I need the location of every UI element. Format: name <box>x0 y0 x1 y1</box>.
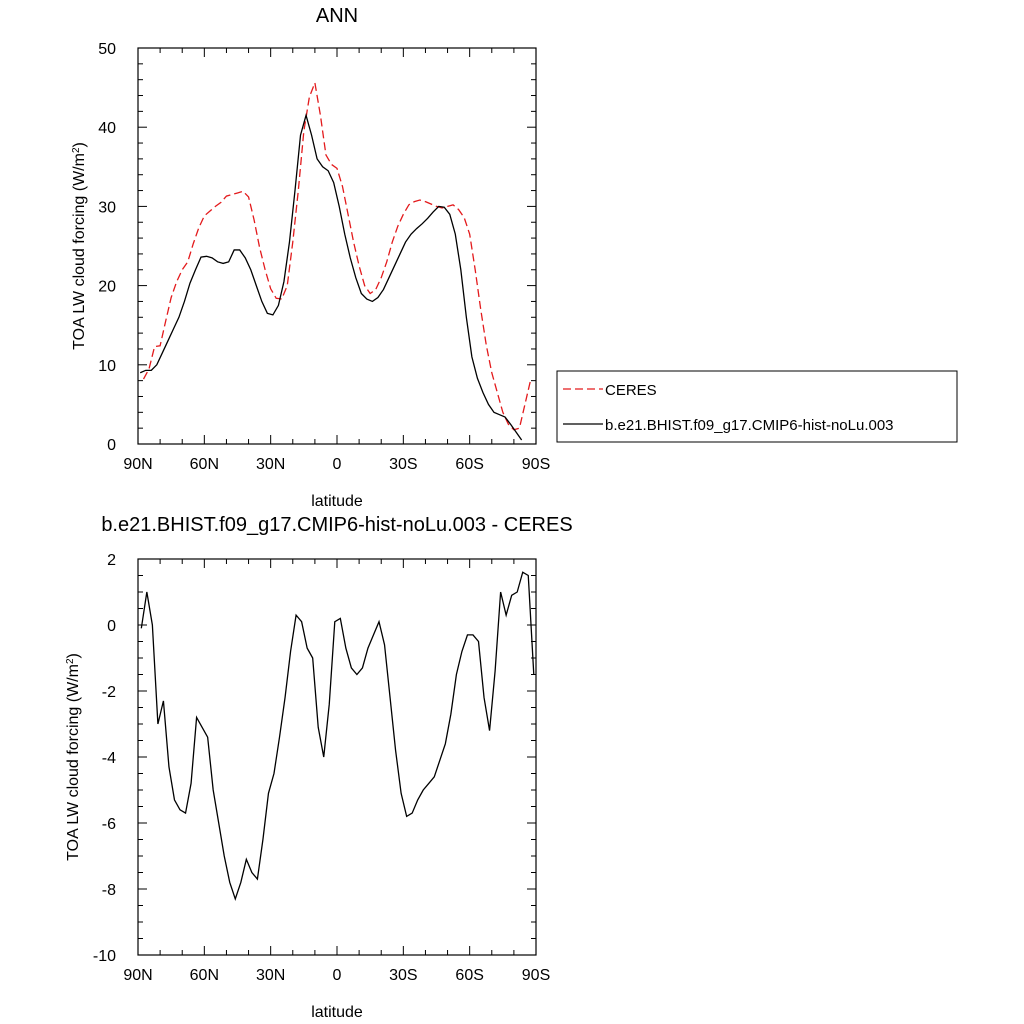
x-tick-label: 90N <box>123 967 152 984</box>
top-plot-frame <box>137 47 537 445</box>
bottom-x-axis-label: latitude <box>311 1004 363 1021</box>
bottom-y-axis-label-close: ) <box>65 653 82 658</box>
series-line-0 <box>140 571 535 901</box>
x-tick-label: 60N <box>190 456 219 473</box>
top-y-axis-label-main: TOA LW cloud forcing (W/m <box>71 153 88 350</box>
top-x-axis-label: latitude <box>311 493 363 510</box>
top-y-axis-label-close: ) <box>71 142 88 147</box>
bottom-y-axis-label: TOA LW cloud forcing (W/m2) <box>65 653 83 861</box>
x-tick-label: 0 <box>333 967 342 984</box>
top-panel: ANN 90N 60N 30N 0 30S 60S 90S 0 10 20 30 40 50 lati… <box>71 5 958 510</box>
y-tick-label: 2 <box>107 552 116 569</box>
legend: CERES b.e21.BHIST.f09_g17.CMIP6-hist-noL… <box>556 370 958 443</box>
x-tick-label: 90N <box>123 456 152 473</box>
bottom-series-group <box>140 571 535 901</box>
top-y-axis-label-sup: 2 <box>71 147 82 153</box>
y-tick-label: 40 <box>98 120 116 137</box>
legend-label-ceres: CERES <box>605 382 657 399</box>
top-chart-title: ANN <box>316 5 358 27</box>
x-tick-label: 30S <box>389 967 417 984</box>
y-tick-label: 50 <box>98 41 116 58</box>
top-series-group <box>139 80 532 441</box>
x-tick-label: 30N <box>256 967 285 984</box>
bottom-chart-title: b.e21.BHIST.f09_g17.CMIP6-hist-noLu.003 … <box>101 514 572 536</box>
bottom-x-axis: 90N 60N 30N 0 30S 60S 90S <box>123 559 550 984</box>
x-tick-label: 90S <box>522 967 550 984</box>
x-tick-label: 0 <box>333 456 342 473</box>
y-tick-label: -6 <box>102 816 116 833</box>
y-tick-label: -4 <box>102 750 116 767</box>
series-line-1 <box>139 112 523 441</box>
top-y-axis-label: TOA LW cloud forcing (W/m2) <box>71 142 89 350</box>
y-tick-label: 30 <box>98 199 116 216</box>
bottom-y-axis-label-sup: 2 <box>65 658 76 664</box>
y-tick-label: 20 <box>98 279 116 296</box>
y-tick-label: 10 <box>98 358 116 375</box>
y-tick-label: 0 <box>107 618 116 635</box>
bottom-y-axis-label-main: TOA LW cloud forcing (W/m <box>65 664 82 861</box>
series-line-0 <box>142 80 532 431</box>
x-tick-label: 30S <box>389 456 417 473</box>
x-tick-label: 30N <box>256 456 285 473</box>
y-tick-label: -10 <box>93 948 116 965</box>
y-tick-label: -2 <box>102 684 116 701</box>
x-tick-label: 60S <box>455 967 483 984</box>
y-tick-label: 0 <box>107 437 116 454</box>
bottom-plot-frame <box>137 558 537 956</box>
top-y-axis: 0 10 20 30 40 50 <box>98 41 536 454</box>
legend-label-model: b.e21.BHIST.f09_g17.CMIP6-hist-noLu.003 <box>605 417 894 434</box>
bottom-y-axis: -10 -8 -6 -4 -2 0 2 <box>93 552 536 965</box>
bottom-panel: b.e21.BHIST.f09_g17.CMIP6-hist-noLu.003 … <box>65 514 573 1021</box>
y-tick-label: -8 <box>102 882 116 899</box>
x-tick-label: 60S <box>455 456 483 473</box>
legend-box <box>556 370 958 443</box>
top-x-axis: 90N 60N 30N 0 30S 60S 90S <box>123 48 550 473</box>
x-tick-label: 90S <box>522 456 550 473</box>
x-tick-label: 60N <box>190 967 219 984</box>
